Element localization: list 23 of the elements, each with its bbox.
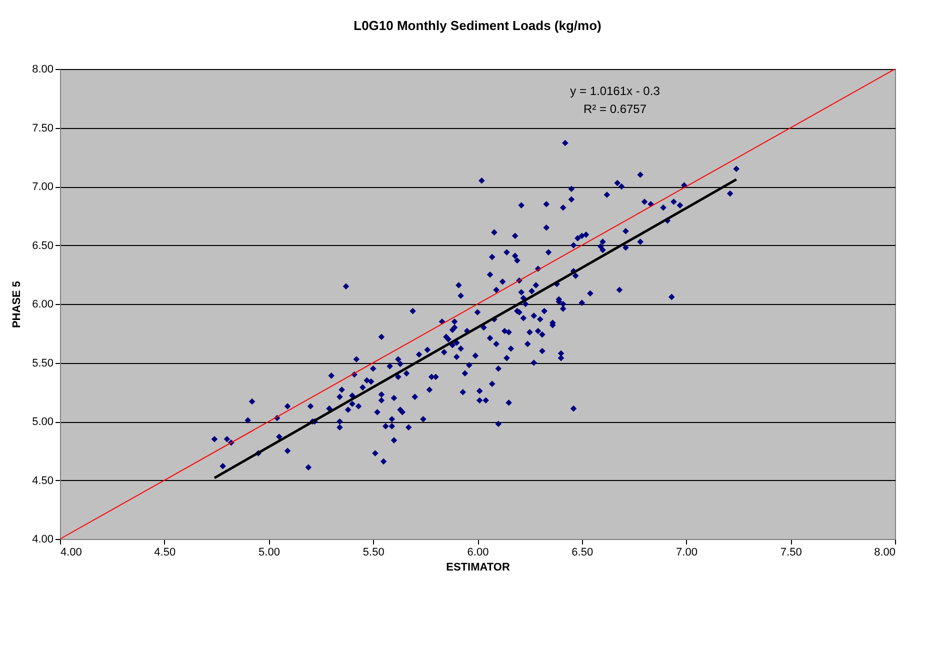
x-tick-label: 5.50 — [362, 546, 384, 558]
x-tick-label: 4.00 — [60, 546, 82, 558]
x-tick-label: 8.00 — [874, 546, 896, 558]
y-tick-label: 6.00 — [32, 298, 54, 310]
x-tick-label: 6.50 — [572, 546, 594, 558]
x-tick-label: 6.00 — [467, 546, 489, 558]
x-tick-label: 5.00 — [258, 546, 280, 558]
y-tick-label: 8.00 — [32, 64, 54, 76]
y-tick-label: 6.50 — [32, 240, 54, 252]
annotation: R² = 0.6757 — [583, 102, 647, 116]
y-tick-label: 7.50 — [32, 122, 54, 134]
y-tick-label: 4.50 — [32, 474, 54, 487]
annotation: y = 1.0161x - 0.3 — [570, 84, 660, 98]
x-axis-title: ESTIMATOR — [446, 562, 510, 574]
y-tick-label: 4.00 — [32, 534, 54, 546]
y-axis-title: PHASE 5 — [11, 280, 24, 328]
y-tick-label: 7.00 — [32, 181, 54, 193]
x-tick-label: 7.50 — [780, 546, 802, 558]
chart-title: L0G10 Monthly Sediment Loads (kg/mo) — [354, 18, 602, 33]
x-tick-label: 4.50 — [154, 546, 176, 558]
y-tick-label: 5.00 — [32, 416, 54, 428]
y-tick-label: 5.50 — [32, 357, 54, 370]
x-tick-label: 7.00 — [676, 546, 698, 558]
